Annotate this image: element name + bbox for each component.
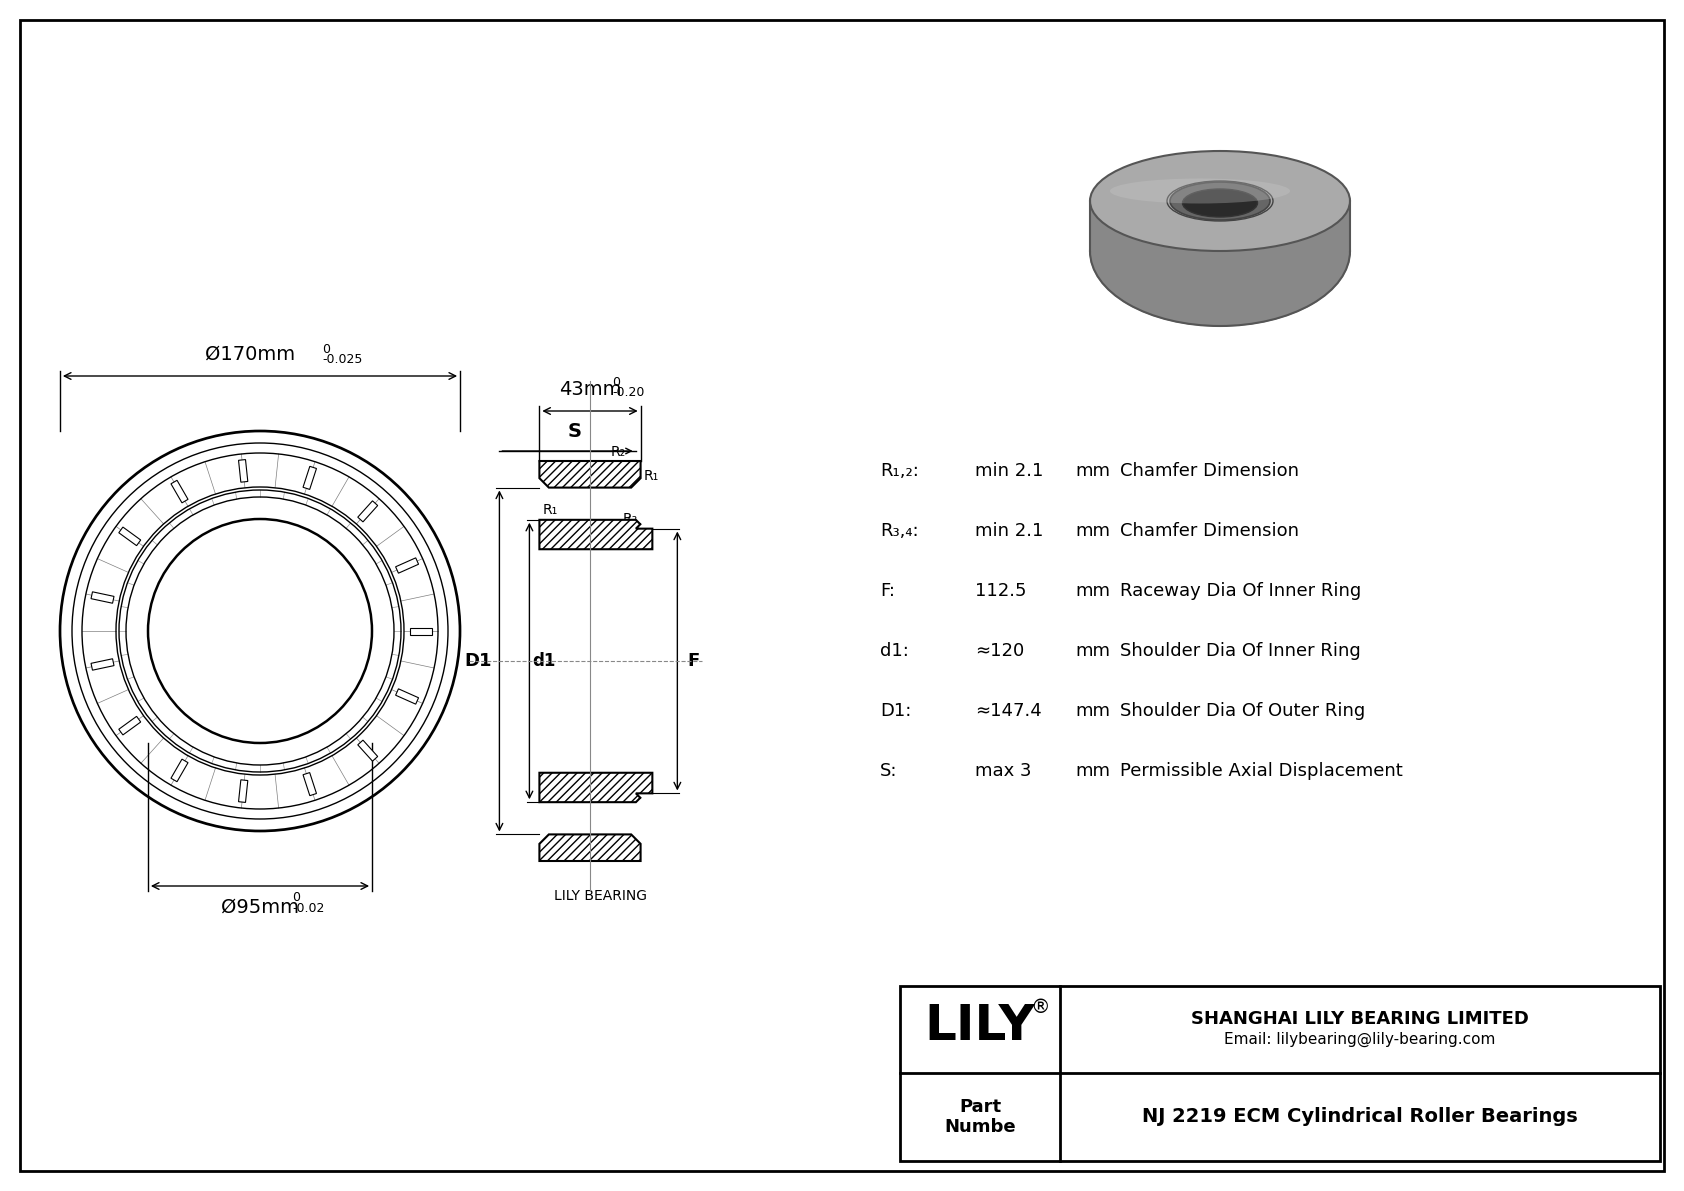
Bar (357, 740, 377, 761)
Text: Ø95mm: Ø95mm (221, 898, 300, 917)
Text: mm: mm (1074, 701, 1110, 721)
Text: D1: D1 (463, 651, 492, 671)
Text: mm: mm (1074, 642, 1110, 660)
Text: Shoulder Dia Of Outer Ring: Shoulder Dia Of Outer Ring (1120, 701, 1366, 721)
Bar (899, 986, 1660, 1161)
Text: Shoulder Dia Of Inner Ring: Shoulder Dia Of Inner Ring (1120, 642, 1361, 660)
Text: max 3: max 3 (975, 762, 1032, 780)
Bar (120, 716, 141, 735)
Bar (239, 460, 248, 482)
Polygon shape (539, 461, 640, 487)
Bar (357, 501, 377, 522)
Text: R₂: R₂ (611, 445, 625, 459)
Text: Part
Numbe: Part Numbe (945, 1098, 1015, 1136)
Text: S:: S: (881, 762, 898, 780)
Bar (91, 659, 115, 671)
Ellipse shape (1110, 179, 1290, 204)
Bar (409, 628, 433, 635)
Text: Chamfer Dimension: Chamfer Dimension (1120, 462, 1298, 480)
Text: min 2.1: min 2.1 (975, 522, 1044, 540)
Text: R₄: R₄ (623, 537, 638, 550)
Text: LILY BEARING: LILY BEARING (554, 888, 647, 903)
Text: R₁: R₁ (542, 503, 557, 517)
Ellipse shape (1090, 176, 1351, 326)
Text: F:: F: (881, 582, 894, 600)
Text: d1:: d1: (881, 642, 909, 660)
Bar (303, 773, 317, 796)
Text: mm: mm (1074, 582, 1110, 600)
Polygon shape (539, 519, 652, 549)
Bar (303, 467, 317, 490)
Text: 112.5: 112.5 (975, 582, 1027, 600)
Bar (91, 592, 115, 603)
Bar (239, 780, 248, 803)
Text: Permissible Axial Displacement: Permissible Axial Displacement (1120, 762, 1403, 780)
Text: NJ 2219 ECM Cylindrical Roller Bearings: NJ 2219 ECM Cylindrical Roller Bearings (1142, 1108, 1578, 1127)
Text: R₃,₄:: R₃,₄: (881, 522, 919, 540)
Polygon shape (539, 835, 640, 861)
Text: SHANGHAI LILY BEARING LIMITED: SHANGHAI LILY BEARING LIMITED (1191, 1010, 1529, 1029)
Ellipse shape (1170, 182, 1270, 220)
Ellipse shape (1090, 151, 1351, 251)
Text: mm: mm (1074, 462, 1110, 480)
Text: ®: ® (1031, 998, 1049, 1017)
Bar (120, 528, 141, 545)
Text: R₁: R₁ (643, 469, 658, 484)
Text: -0.20: -0.20 (611, 386, 645, 399)
Text: 0: 0 (611, 376, 620, 389)
Bar (396, 688, 419, 704)
Text: D1:: D1: (881, 701, 911, 721)
Text: R₁,₂:: R₁,₂: (881, 462, 919, 480)
Text: mm: mm (1074, 522, 1110, 540)
Text: LILY: LILY (925, 1003, 1036, 1050)
Text: Chamfer Dimension: Chamfer Dimension (1120, 522, 1298, 540)
Text: F: F (687, 651, 699, 671)
Text: Email: lilybearing@lily-bearing.com: Email: lilybearing@lily-bearing.com (1224, 1031, 1495, 1047)
Bar (172, 480, 189, 503)
Text: Raceway Dia Of Inner Ring: Raceway Dia Of Inner Ring (1120, 582, 1361, 600)
Text: 0: 0 (322, 343, 330, 356)
Text: ≈120: ≈120 (975, 642, 1024, 660)
Text: S: S (568, 422, 583, 441)
Polygon shape (539, 773, 652, 803)
Text: ≈147.4: ≈147.4 (975, 701, 1042, 721)
Text: Ø170mm: Ø170mm (205, 345, 295, 364)
Text: 43mm: 43mm (559, 380, 621, 399)
Polygon shape (1090, 201, 1351, 251)
Ellipse shape (1182, 189, 1258, 217)
Bar (172, 759, 189, 781)
Bar (396, 557, 419, 573)
Text: mm: mm (1074, 762, 1110, 780)
Text: -0.025: -0.025 (322, 353, 362, 366)
Text: 0: 0 (291, 891, 300, 904)
Text: R₂: R₂ (551, 528, 566, 542)
Text: min 2.1: min 2.1 (975, 462, 1044, 480)
Text: -0.02: -0.02 (291, 902, 325, 915)
Text: R₃: R₃ (623, 512, 638, 525)
Text: d1: d1 (532, 651, 556, 671)
